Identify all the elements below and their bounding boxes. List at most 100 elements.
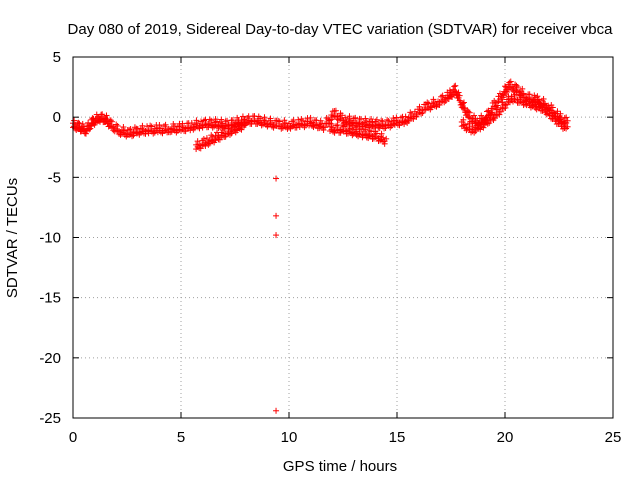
lower-branch-point [489,110,496,117]
lower-branch-point [563,120,570,127]
trace-point [379,118,386,125]
outlier-point [273,407,280,414]
trace-point [500,92,507,99]
outlier-point [273,212,280,219]
x-tick-label: 5 [177,429,185,446]
trace-point [317,117,324,124]
lower-branch-point [383,135,390,142]
lower-branch-point [219,126,226,133]
lower-branch-point [530,96,537,103]
x-tick-label: 15 [389,429,406,446]
trace-point [507,78,514,85]
trace-point [460,99,467,106]
trace-point [557,110,564,117]
trace-point [216,123,223,130]
trace-point [295,116,302,123]
trace-point [156,121,163,128]
trace-point [103,112,110,119]
trace-point [261,114,268,121]
lower-branch-point [483,114,490,121]
trace-point [512,81,519,88]
lower-branch-point [229,122,236,129]
trace-point [82,130,89,137]
lower-branch-point [346,128,353,135]
lower-branch-point [328,120,335,127]
trace-point [465,108,472,115]
trace-point [378,117,385,124]
trace-point [107,117,114,124]
trace-point [71,117,78,124]
trace-point [352,114,359,121]
trace-point [455,89,462,96]
trace-point [79,120,86,127]
trace-point [419,110,426,117]
lower-branch-point [381,140,388,147]
y-tick-label: -15 [39,290,61,307]
x-tick-label: 0 [69,429,77,446]
x-tick-label: 10 [281,429,298,446]
y-tick-label: -25 [39,410,61,427]
trace-point [120,123,127,130]
trace-point [317,123,324,130]
trace-point [478,112,485,119]
trace-point [534,93,541,100]
trace-point [345,120,352,127]
trace-point [260,121,267,128]
data-marks [70,78,571,414]
trace-point [452,82,459,89]
trace-point [519,85,526,92]
trace-point [239,113,246,120]
trace-point [549,104,556,111]
trace-point [368,115,375,122]
trace-point [471,112,478,119]
lower-branch-point [352,124,359,131]
lower-branch-point [242,118,249,125]
lower-branch-point [540,100,547,107]
trace-point [439,92,446,99]
lower-branch-point [564,123,571,130]
lower-branch-point [378,130,385,137]
trace-point [494,102,501,109]
lower-branch-point [502,104,509,111]
lower-branch-point [226,131,233,138]
lower-branch-point [460,116,467,123]
trace-point [215,124,222,131]
y-tick-label: -20 [39,350,61,367]
trace-point [251,118,258,125]
lower-branch-point [556,114,563,121]
lower-branch-point [366,127,373,134]
trace-point [218,116,225,123]
outlier-point [273,232,280,239]
trace-point [466,109,473,116]
y-axis-label: SDTVAR / TECUs [4,178,21,298]
y-tick-label: -10 [39,230,61,247]
trace-point [113,126,120,133]
trace-point [358,116,364,123]
lower-branch-point [530,102,537,109]
trace-point [496,90,503,97]
trace-point [126,126,133,133]
x-tick-label: 25 [605,429,622,446]
trace-point [405,118,412,125]
trace-point [276,118,283,125]
x-tick-label: 20 [497,429,514,446]
trace-point [267,115,274,122]
axis-ticks: 0 5 10 15 20 25 5 0 -5 -10 -15 -20 -25 [39,49,621,446]
lower-branch-point [241,122,248,129]
lower-branch-point [362,126,369,133]
outlier-point [273,175,280,182]
lower-branch-point [486,120,493,127]
trace-point [127,126,134,133]
trace-point [346,113,353,120]
trace-point [504,88,511,95]
lower-branch-point [550,109,557,116]
lower-branch-point [228,130,235,137]
y-tick-label: -5 [48,169,61,186]
trace-point [416,103,423,110]
trace-point [114,122,121,129]
trace-point [89,115,96,122]
trace-point [451,83,458,90]
trace-point [502,83,508,90]
trace-point [107,122,114,129]
lower-branch-point [469,123,476,130]
